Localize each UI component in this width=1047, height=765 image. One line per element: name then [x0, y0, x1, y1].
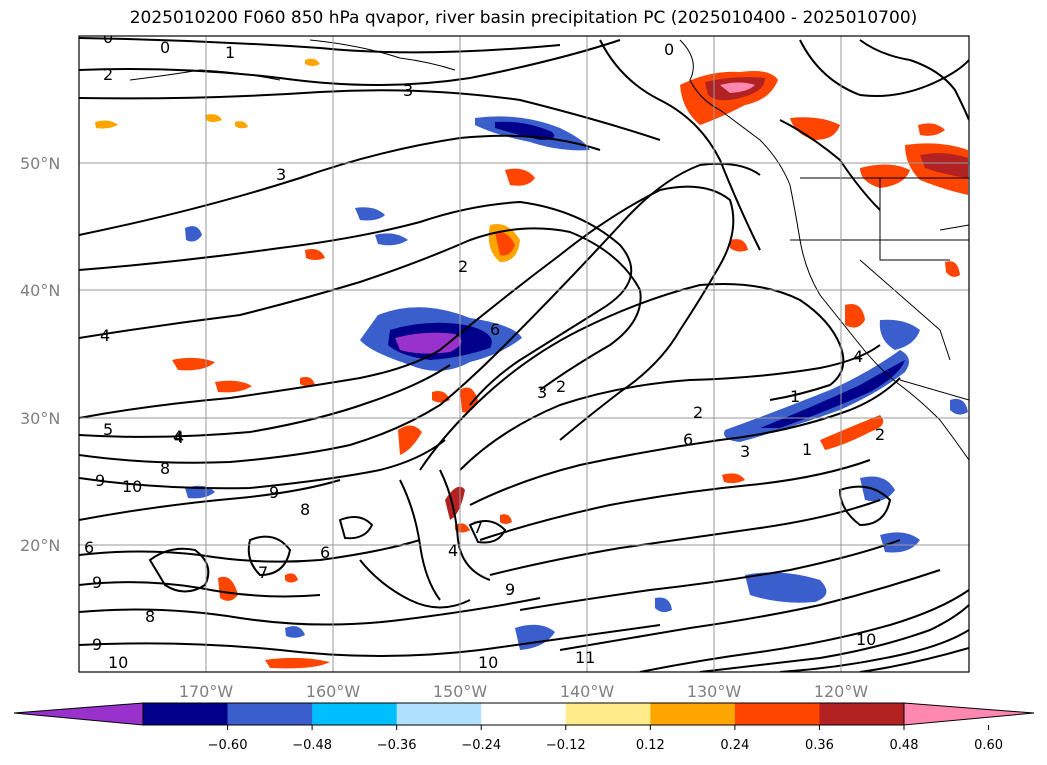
contour-label: 2	[875, 425, 885, 444]
coastlines	[129, 39, 969, 461]
colorbar-segment	[143, 703, 229, 725]
contour-label: 2	[556, 377, 566, 396]
colorbar-tick-label: −0.24	[461, 738, 501, 753]
contour-label: 4	[174, 428, 184, 447]
colorbar-segment	[734, 703, 820, 725]
contour-label: 0	[664, 40, 674, 59]
contour-label: 1	[790, 387, 800, 406]
contour-label: 0	[103, 28, 113, 47]
contour-label: 10	[478, 653, 498, 672]
colorbar-segment	[396, 703, 482, 725]
contour-label: 7	[258, 563, 268, 582]
colorbar-segment	[312, 703, 398, 725]
colorbar-segment	[650, 703, 736, 725]
contour-label: 6	[490, 320, 500, 339]
contour-label: 4	[100, 326, 110, 345]
contour-label: 6	[320, 543, 330, 562]
contour-label: 2	[458, 257, 468, 276]
contour-label: 2	[103, 65, 113, 84]
contour-label: 4	[173, 427, 183, 446]
lat-label: 50°N	[20, 154, 60, 173]
contour-label: 6	[683, 430, 693, 449]
colorbar-segment	[227, 703, 313, 725]
lat-label: 40°N	[20, 281, 60, 300]
colorbar-extend-high	[904, 703, 1034, 725]
colorbar-tick-label: −0.60	[208, 738, 248, 753]
lon-label: 160°W	[306, 682, 361, 701]
lon-label: 140°W	[560, 682, 615, 701]
colorbar-segment	[481, 703, 567, 725]
contour-label: 9	[95, 471, 105, 490]
contour-label: 8	[145, 607, 155, 626]
contour-label: 9	[92, 573, 102, 592]
contour-label: 3	[537, 383, 547, 402]
colorbar-tick-label: 0.60	[974, 738, 1003, 753]
colorbar-tick-label: 0.36	[805, 738, 834, 753]
colorbar-tick-label: 0.48	[890, 738, 919, 753]
colorbar: −0.60 −0.48 −0.36 −0.24 −0.12 0.12 0.24 0.36 0.4…	[13, 702, 1035, 753]
lon-label: 130°W	[687, 682, 742, 701]
precip-fill-layer	[95, 58, 968, 669]
contour-label: 10	[122, 477, 142, 496]
contour-label: 8	[300, 500, 310, 519]
contour-label: 6	[84, 538, 94, 557]
colorbar-tick-label: −0.12	[546, 738, 586, 753]
contour-label: 9	[505, 580, 515, 599]
contour-label: 8	[160, 459, 170, 478]
longitude-labels: 170°W 160°W 150°W 140°W 130°W 120°W	[179, 682, 869, 701]
lat-label: 30°N	[20, 409, 60, 428]
map-frame	[78, 35, 970, 673]
lon-label: 170°W	[179, 682, 234, 701]
contour-label: 11	[575, 648, 595, 667]
colorbar-tick-label: 0.12	[636, 738, 665, 753]
contour-label: 4	[448, 541, 458, 560]
contour-label: 3	[276, 165, 286, 184]
colorbar-tick-label: 0.24	[720, 738, 749, 753]
colorbar-tick-label: −0.36	[377, 738, 417, 753]
map-title: 2025010200 F060 850 hPa qvapor, river ba…	[129, 8, 918, 28]
lon-label: 150°W	[433, 682, 488, 701]
lat-label: 20°N	[20, 536, 60, 555]
qvapor-contours	[79, 37, 969, 672]
colorbar-tick-label: −0.48	[292, 738, 332, 753]
contour-label: 1	[802, 440, 812, 459]
latitude-labels: 50°N 40°N 30°N 20°N	[20, 154, 60, 555]
colorbar-segment	[819, 703, 905, 725]
contour-label: 10	[856, 630, 876, 649]
contour-label: 0	[160, 38, 170, 57]
colorbar-ticks: −0.60 −0.48 −0.36 −0.24 −0.12 0.12 0.24 0.36 0.4…	[208, 725, 1003, 753]
contour-label: 3	[740, 442, 750, 461]
colorbar-extend-low	[14, 703, 143, 725]
contour-label: 2	[693, 403, 703, 422]
contour-label: 9	[92, 635, 102, 654]
contour-labels: 0 1 2 3 3 2 4 5 4 8 9 10 9 8 6 6 7 9 8 9…	[84, 28, 885, 672]
contour-label: 10	[108, 653, 128, 672]
contour-label: 5	[103, 420, 113, 439]
contour-label: 3	[403, 81, 413, 100]
contour-label: 4	[853, 347, 863, 366]
contour-label: 1	[225, 43, 235, 62]
graticule	[79, 36, 969, 672]
colorbar-segment	[565, 703, 651, 725]
contour-label: 7	[473, 518, 483, 537]
lon-label: 120°W	[814, 682, 869, 701]
contour-label: 9	[269, 483, 279, 502]
